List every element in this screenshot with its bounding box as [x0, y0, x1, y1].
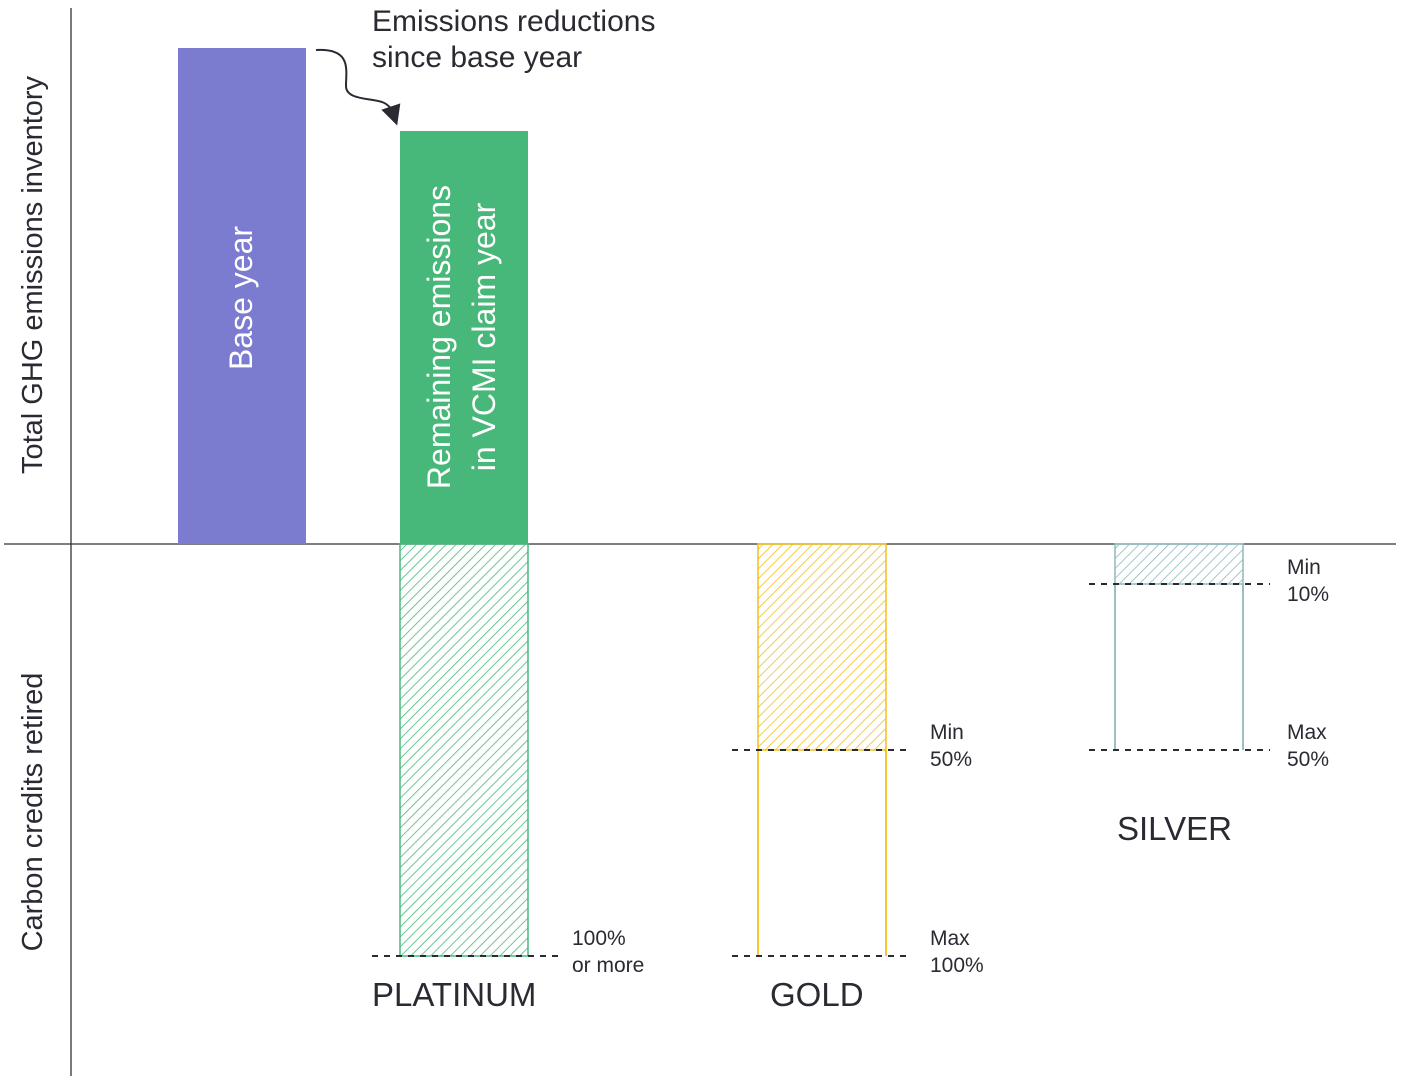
gold-credits-min-bar — [757, 543, 887, 751]
base-year-label: Base year — [223, 226, 259, 370]
top-axis-label: Total GHG emissions inventory — [17, 75, 49, 474]
callout-line2: since base year — [372, 41, 582, 74]
silver-credits-min-bar — [1114, 543, 1244, 585]
silver-max-line1: Max — [1287, 721, 1327, 744]
gold-tier-label: GOLD — [770, 976, 864, 1013]
silver-max-line2: 50% — [1287, 748, 1329, 771]
platinum-credits-bar — [399, 543, 529, 957]
curved-arrow-icon — [315, 48, 401, 126]
bottom-axis-label: Carbon credits retired — [17, 673, 49, 952]
platinum-mark-line1: 100% — [572, 927, 626, 950]
gold-min-line1: Min — [930, 721, 964, 744]
gold-max-line2: 100% — [930, 954, 984, 977]
gold-max-line1: Max — [930, 927, 970, 950]
gold-min-line2: 50% — [930, 748, 972, 771]
remaining-emissions-label-line1: Remaining emissions — [421, 185, 457, 489]
remaining-emissions-bar — [400, 131, 528, 544]
callout-line1: Emissions reductions — [372, 5, 655, 38]
base-year-bar — [178, 48, 306, 544]
platinum-tier-label: PLATINUM — [372, 976, 536, 1013]
silver-min-line1: Min — [1287, 556, 1321, 579]
silver-min-line2: 10% — [1287, 583, 1329, 606]
silver-tier-label: SILVER — [1117, 810, 1232, 847]
remaining-emissions-label-line2: in VCMI claim year — [466, 202, 502, 471]
platinum-mark-line2: or more — [572, 954, 644, 977]
